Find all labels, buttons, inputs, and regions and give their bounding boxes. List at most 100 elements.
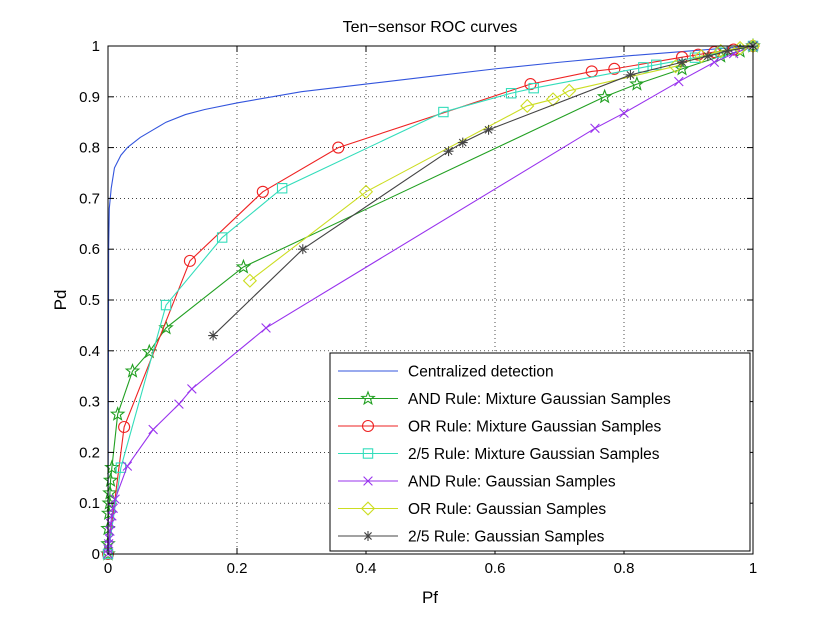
data-point bbox=[590, 123, 600, 134]
y-tick-label: 0 bbox=[92, 546, 100, 563]
legend-label: AND Rule: Mixture Gaussian Samples bbox=[408, 391, 671, 408]
data-point bbox=[438, 106, 449, 118]
data-point bbox=[124, 362, 141, 378]
series-line bbox=[107, 45, 754, 555]
data-point bbox=[108, 503, 118, 514]
data-point bbox=[158, 319, 174, 335]
data-point bbox=[722, 46, 733, 57]
data-point bbox=[692, 48, 705, 61]
data-point bbox=[297, 244, 308, 255]
data-point bbox=[256, 185, 269, 198]
data-point bbox=[483, 124, 494, 135]
series-7 bbox=[208, 41, 758, 341]
legend-label: AND Rule: Gaussian Samples bbox=[408, 474, 616, 491]
legend-entry-5: AND Rule: Gaussian Samples bbox=[338, 474, 616, 491]
data-point bbox=[187, 384, 197, 394]
y-tick-label: 0.6 bbox=[79, 241, 100, 258]
legend-marker bbox=[360, 501, 376, 516]
data-point bbox=[358, 184, 374, 199]
y-tick-label: 0.9 bbox=[79, 89, 100, 106]
data-point bbox=[235, 258, 252, 274]
data-point bbox=[183, 254, 196, 267]
data-point bbox=[520, 98, 535, 114]
y-tick-label: 1 bbox=[92, 38, 100, 55]
y-axis-label: Pd bbox=[51, 290, 70, 311]
data-point bbox=[545, 92, 561, 107]
legend-box bbox=[329, 352, 751, 552]
x-tick-label: 1 bbox=[749, 560, 757, 577]
legend: Centralized detection AND Rule: Mixture G… bbox=[329, 352, 751, 552]
legend-label: Centralized detection bbox=[408, 364, 554, 381]
data-point bbox=[242, 273, 258, 288]
legend-label: OR Rule: Gaussian Samples bbox=[408, 501, 606, 518]
data-point bbox=[674, 60, 690, 76]
legend-marker bbox=[360, 390, 376, 406]
x-tick-label: 0.4 bbox=[356, 560, 377, 577]
y-tick-label: 0.3 bbox=[79, 394, 100, 411]
data-point bbox=[596, 88, 613, 104]
legend-label: 2/5 Rule: Mixture Gaussian Samples bbox=[408, 446, 660, 463]
series-line bbox=[107, 45, 754, 554]
legend-label: OR Rule: Mixture Gaussian Samples bbox=[408, 419, 662, 436]
y-tick-label: 0.4 bbox=[79, 343, 100, 360]
data-point bbox=[122, 461, 133, 471]
legend-marker bbox=[363, 476, 373, 486]
data-point bbox=[619, 108, 629, 118]
data-point bbox=[109, 406, 126, 421]
legend-marker bbox=[363, 531, 373, 541]
data-point bbox=[160, 299, 172, 311]
data-point bbox=[276, 183, 288, 194]
y-tick-label: 0.5 bbox=[79, 292, 100, 309]
data-point bbox=[107, 511, 117, 521]
legend-entry-7: 2/5 Rule: Gaussian Samples bbox=[338, 529, 605, 546]
data-point bbox=[105, 526, 115, 536]
axis-ticks: 0 0.2 0.4 0.6 0.8 1 0 0.1 0.2 0.3 0.4 0.5 0.6 0.7 0.8 0… bbox=[79, 38, 757, 577]
data-point bbox=[674, 76, 684, 87]
legend-entry-1: Centralized detection bbox=[338, 364, 554, 381]
y-tick-label: 0.8 bbox=[79, 140, 100, 157]
data-point bbox=[702, 51, 713, 62]
data-point bbox=[708, 46, 721, 59]
data-point bbox=[505, 88, 517, 99]
data-point bbox=[104, 533, 115, 544]
series-line bbox=[107, 45, 754, 555]
data-point bbox=[208, 330, 219, 341]
data-point bbox=[528, 82, 539, 94]
chart-title: Ten−sensor ROC curves bbox=[343, 19, 518, 36]
data-point bbox=[677, 57, 687, 68]
data-point bbox=[216, 232, 228, 243]
series-line bbox=[212, 45, 754, 336]
data-point bbox=[102, 472, 119, 487]
x-tick-label: 0.6 bbox=[485, 560, 506, 577]
series-5 bbox=[103, 41, 758, 559]
data-point bbox=[174, 399, 184, 409]
data-point bbox=[118, 420, 131, 434]
data-point bbox=[102, 484, 118, 500]
legend-entry-3: OR Rule: Mixture Gaussian Samples bbox=[338, 419, 662, 436]
data-point bbox=[608, 62, 621, 75]
legend-entry-6: OR Rule: Gaussian Samples bbox=[338, 501, 606, 518]
legend-marker bbox=[362, 448, 374, 459]
y-tick-label: 0.1 bbox=[79, 495, 100, 512]
legend-marker bbox=[361, 419, 375, 433]
x-tick-label: 0.2 bbox=[227, 560, 248, 577]
data-point bbox=[562, 83, 577, 98]
series-line bbox=[107, 45, 754, 555]
legend-label: 2/5 Rule: Gaussian Samples bbox=[408, 529, 605, 546]
grid-lines bbox=[108, 46, 753, 554]
legend-entry-4: 2/5 Rule: Mixture Gaussian Samples bbox=[338, 446, 660, 463]
x-axis-label: Pf bbox=[422, 588, 438, 607]
x-tick-label: 0.8 bbox=[614, 560, 635, 577]
data-point bbox=[261, 323, 271, 333]
series-1 bbox=[107, 45, 754, 555]
data-point bbox=[651, 59, 662, 71]
data-point bbox=[524, 78, 537, 91]
data-point bbox=[625, 70, 636, 80]
data-point bbox=[457, 137, 468, 148]
data-point bbox=[148, 424, 158, 435]
data-point bbox=[110, 494, 120, 504]
x-tick-label: 0 bbox=[104, 560, 112, 577]
data-point bbox=[629, 75, 645, 91]
series-layer bbox=[100, 37, 761, 561]
